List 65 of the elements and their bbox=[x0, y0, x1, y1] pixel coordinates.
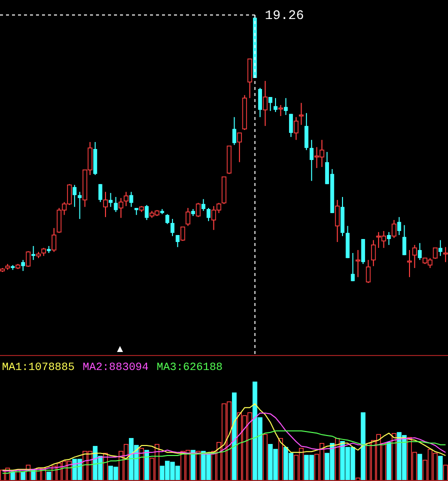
candlestick bbox=[129, 191, 134, 208]
candlestick bbox=[402, 224, 406, 256]
bar bbox=[20, 472, 26, 481]
bar bbox=[360, 412, 366, 481]
candlestick bbox=[108, 192, 113, 208]
bar bbox=[139, 448, 144, 481]
bar bbox=[232, 392, 237, 481]
candlestick bbox=[258, 87, 262, 118]
candlestick bbox=[262, 80, 268, 126]
candlestick bbox=[412, 244, 417, 268]
candlestick bbox=[201, 198, 206, 212]
candlestick bbox=[268, 96, 272, 112]
candlestick bbox=[72, 184, 77, 208]
bar bbox=[278, 438, 284, 481]
candlestick bbox=[170, 218, 174, 237]
bar bbox=[262, 434, 268, 481]
candlestick bbox=[310, 139, 314, 182]
candlestick bbox=[186, 207, 190, 226]
text: MA1:1078885 bbox=[2, 362, 75, 374]
candlestick bbox=[176, 234, 180, 248]
candlestick bbox=[392, 220, 396, 238]
candlestick bbox=[98, 184, 102, 203]
candlestick bbox=[294, 116, 298, 140]
candlestick bbox=[274, 98, 278, 113]
candlestick bbox=[26, 250, 31, 268]
candlestick bbox=[180, 226, 186, 242]
candlestick bbox=[356, 250, 360, 278]
bar bbox=[438, 456, 443, 481]
text: MA3:626188 bbox=[156, 362, 223, 374]
candlestick bbox=[284, 98, 288, 116]
candlestick bbox=[144, 204, 149, 221]
candlestick bbox=[366, 259, 371, 284]
candlestick bbox=[31, 246, 36, 260]
candlestick bbox=[124, 191, 128, 207]
candlestick bbox=[103, 191, 108, 218]
candlestick bbox=[206, 207, 210, 222]
candlestick bbox=[21, 259, 25, 272]
bar bbox=[386, 442, 392, 481]
candlestick bbox=[118, 198, 124, 218]
candlestick bbox=[165, 214, 170, 225]
candlestick bbox=[386, 232, 391, 246]
candlestick bbox=[418, 242, 422, 260]
candlestick bbox=[371, 240, 376, 267]
candlestick bbox=[304, 112, 308, 151]
bar bbox=[443, 464, 448, 481]
candlestick bbox=[361, 238, 366, 264]
candlestick bbox=[298, 102, 304, 126]
candlestick bbox=[52, 228, 56, 252]
candlestick bbox=[278, 104, 284, 117]
candlestick bbox=[397, 216, 402, 236]
candlestick bbox=[407, 250, 412, 278]
candlestick bbox=[432, 247, 438, 260]
candlestick bbox=[196, 202, 201, 218]
bar bbox=[392, 433, 396, 481]
candlestick bbox=[237, 132, 242, 163]
bar bbox=[417, 454, 422, 481]
bar bbox=[103, 452, 108, 481]
candlestick bbox=[78, 191, 82, 220]
candlestick bbox=[289, 113, 293, 138]
candlestick bbox=[247, 58, 252, 99]
annotation: 19.26 bbox=[264, 8, 304, 23]
text: MA2:883094 bbox=[82, 362, 150, 374]
candlestick bbox=[335, 199, 340, 242]
candlestick bbox=[443, 246, 448, 263]
candlestick bbox=[438, 240, 442, 256]
